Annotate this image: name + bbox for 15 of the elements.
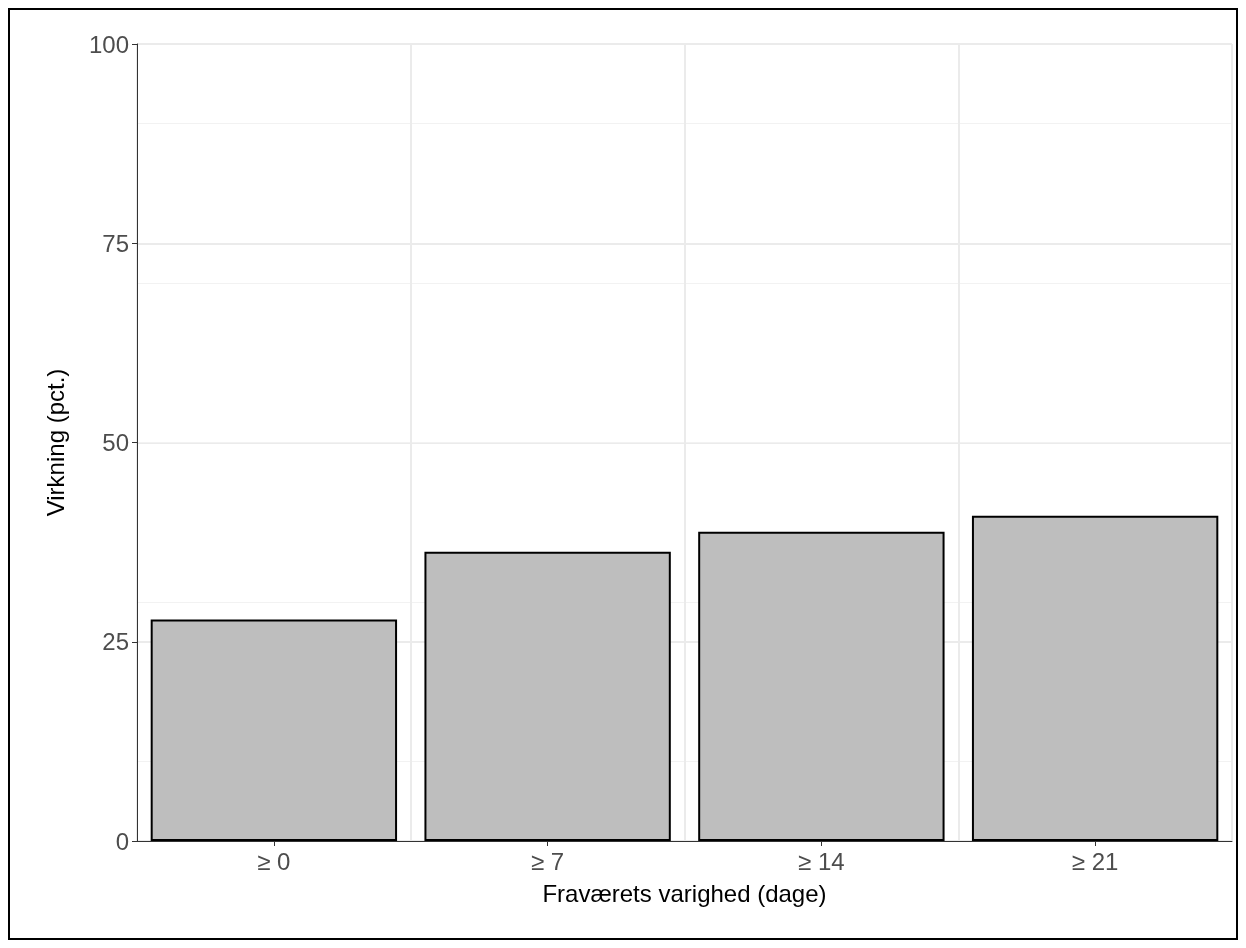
x-tick-label: ≥ 14 <box>798 847 845 875</box>
x-tick-label: ≥ 7 <box>531 847 565 875</box>
x-tick-label: ≥ 21 <box>1071 847 1119 875</box>
x-tick-label: ≥ 0 <box>257 847 291 875</box>
x-axis-title: Fraværets varighed (dage) <box>542 879 827 907</box>
y-tick-label: 100 <box>88 30 129 58</box>
bar <box>424 551 671 841</box>
y-tick-label: 75 <box>102 229 129 257</box>
bar <box>150 619 398 841</box>
bar <box>698 531 945 841</box>
y-tick-label: 50 <box>102 429 129 456</box>
y-axis-title: Virkning (pct.) <box>41 368 69 517</box>
bar <box>971 515 1219 841</box>
y-tick-label: 0 <box>115 827 129 855</box>
y-tick-label: 25 <box>102 628 129 656</box>
